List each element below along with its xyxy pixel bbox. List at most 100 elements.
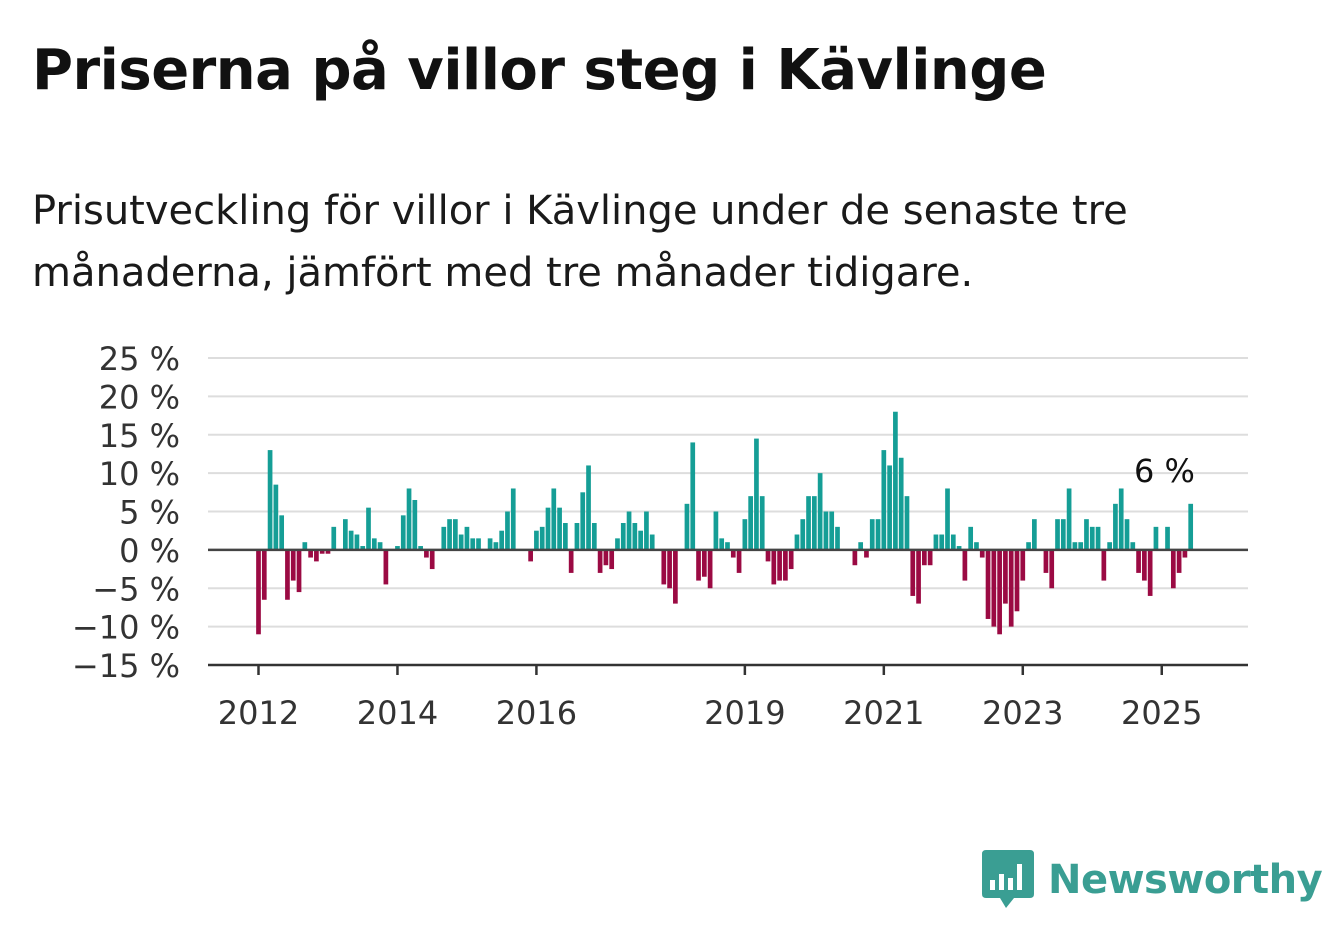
bar bbox=[1078, 542, 1084, 550]
bar bbox=[638, 530, 643, 550]
bar bbox=[1136, 549, 1141, 573]
bar bbox=[609, 549, 615, 570]
chart-subtitle: Prisutveckling för villor i Kävlinge und… bbox=[32, 188, 1128, 296]
bar bbox=[707, 549, 713, 589]
bar bbox=[545, 507, 551, 550]
bar bbox=[1182, 549, 1188, 558]
bar bbox=[1003, 549, 1008, 604]
axes bbox=[208, 548, 1248, 675]
bar bbox=[898, 457, 904, 550]
newsworthy-logo: Newsworthy bbox=[982, 850, 1322, 910]
logo-text: Newsworthy bbox=[1048, 857, 1322, 903]
x-tick-label: 2014 bbox=[357, 694, 438, 732]
bar bbox=[945, 488, 950, 550]
bar bbox=[441, 526, 447, 550]
bar bbox=[904, 496, 910, 550]
y-axis-labels: 25 %20 %15 %10 %5 %0 %−5 %−10 %−15 % bbox=[72, 340, 180, 685]
bar bbox=[429, 549, 435, 570]
bar bbox=[968, 526, 974, 550]
bar bbox=[852, 549, 858, 566]
x-tick-label: 2025 bbox=[1121, 694, 1202, 732]
bar bbox=[458, 534, 464, 550]
bar bbox=[991, 549, 997, 627]
bar bbox=[649, 534, 655, 550]
bar bbox=[881, 450, 887, 550]
bar bbox=[1170, 549, 1176, 589]
bar bbox=[539, 526, 545, 550]
bar bbox=[620, 523, 626, 550]
bar bbox=[563, 523, 568, 550]
bar bbox=[667, 549, 672, 589]
bar bbox=[308, 549, 313, 558]
bar bbox=[1014, 549, 1020, 612]
y-tick-label: 5 % bbox=[119, 494, 180, 532]
bar bbox=[366, 507, 371, 550]
bar bbox=[505, 511, 510, 550]
bar bbox=[528, 549, 533, 562]
bar bbox=[956, 546, 962, 550]
bar bbox=[713, 511, 719, 550]
annotations: 6 % bbox=[1134, 452, 1195, 490]
bar bbox=[974, 542, 979, 550]
bar bbox=[701, 549, 707, 577]
bar bbox=[1101, 549, 1107, 581]
bar bbox=[788, 549, 794, 570]
bar bbox=[470, 538, 476, 550]
bar bbox=[615, 538, 620, 550]
bar bbox=[319, 549, 325, 554]
bar bbox=[765, 549, 771, 562]
chart-title: Priserna på villor steg i Kävlinge bbox=[32, 38, 1047, 103]
bar bbox=[412, 499, 418, 550]
bar bbox=[962, 549, 968, 581]
x-axis-labels: 2012 2014 2016 2019 2021 2023 2025 bbox=[218, 694, 1203, 732]
y-tick-label: −10 % bbox=[72, 609, 180, 647]
bar bbox=[424, 549, 429, 558]
bar bbox=[910, 549, 916, 596]
bar bbox=[603, 549, 609, 566]
bar bbox=[835, 526, 840, 550]
bar bbox=[730, 549, 736, 558]
bar bbox=[418, 546, 423, 550]
y-tick-label: 25 % bbox=[99, 340, 180, 378]
bar bbox=[1165, 526, 1170, 550]
bar bbox=[661, 549, 667, 585]
bar bbox=[690, 442, 696, 550]
bar bbox=[1113, 503, 1118, 550]
bar bbox=[406, 488, 412, 550]
bar bbox=[580, 492, 586, 550]
bar bbox=[285, 549, 290, 600]
bar-chart: 25 %20 %15 %10 %5 %0 %−5 %−10 %−15 % 201… bbox=[72, 340, 1248, 732]
bar bbox=[371, 538, 377, 550]
bar bbox=[1147, 549, 1153, 596]
bar bbox=[1026, 542, 1031, 550]
x-tick-label: 2021 bbox=[843, 694, 924, 732]
bar bbox=[927, 549, 933, 566]
bar bbox=[1060, 519, 1066, 550]
bar bbox=[933, 534, 939, 550]
bar bbox=[887, 465, 892, 550]
x-tick-label: 2012 bbox=[218, 694, 299, 732]
bar bbox=[377, 542, 383, 550]
bar bbox=[510, 488, 516, 550]
bar bbox=[354, 534, 360, 550]
bar bbox=[1084, 519, 1089, 550]
bar bbox=[736, 549, 742, 573]
bar bbox=[360, 546, 366, 550]
grid-lines bbox=[208, 357, 1248, 628]
bar bbox=[950, 534, 956, 550]
bar bbox=[875, 519, 881, 550]
bar bbox=[644, 511, 649, 550]
bar bbox=[1049, 549, 1055, 589]
bar bbox=[794, 534, 800, 550]
bar bbox=[800, 519, 806, 550]
bar bbox=[343, 519, 348, 550]
bar bbox=[314, 549, 319, 562]
bar bbox=[719, 538, 725, 550]
bar bbox=[464, 526, 470, 550]
bar bbox=[290, 549, 296, 581]
y-tick-label: −15 % bbox=[72, 647, 180, 685]
bar bbox=[447, 519, 452, 550]
bar bbox=[725, 542, 730, 550]
bar bbox=[759, 496, 765, 550]
bar bbox=[551, 488, 557, 550]
